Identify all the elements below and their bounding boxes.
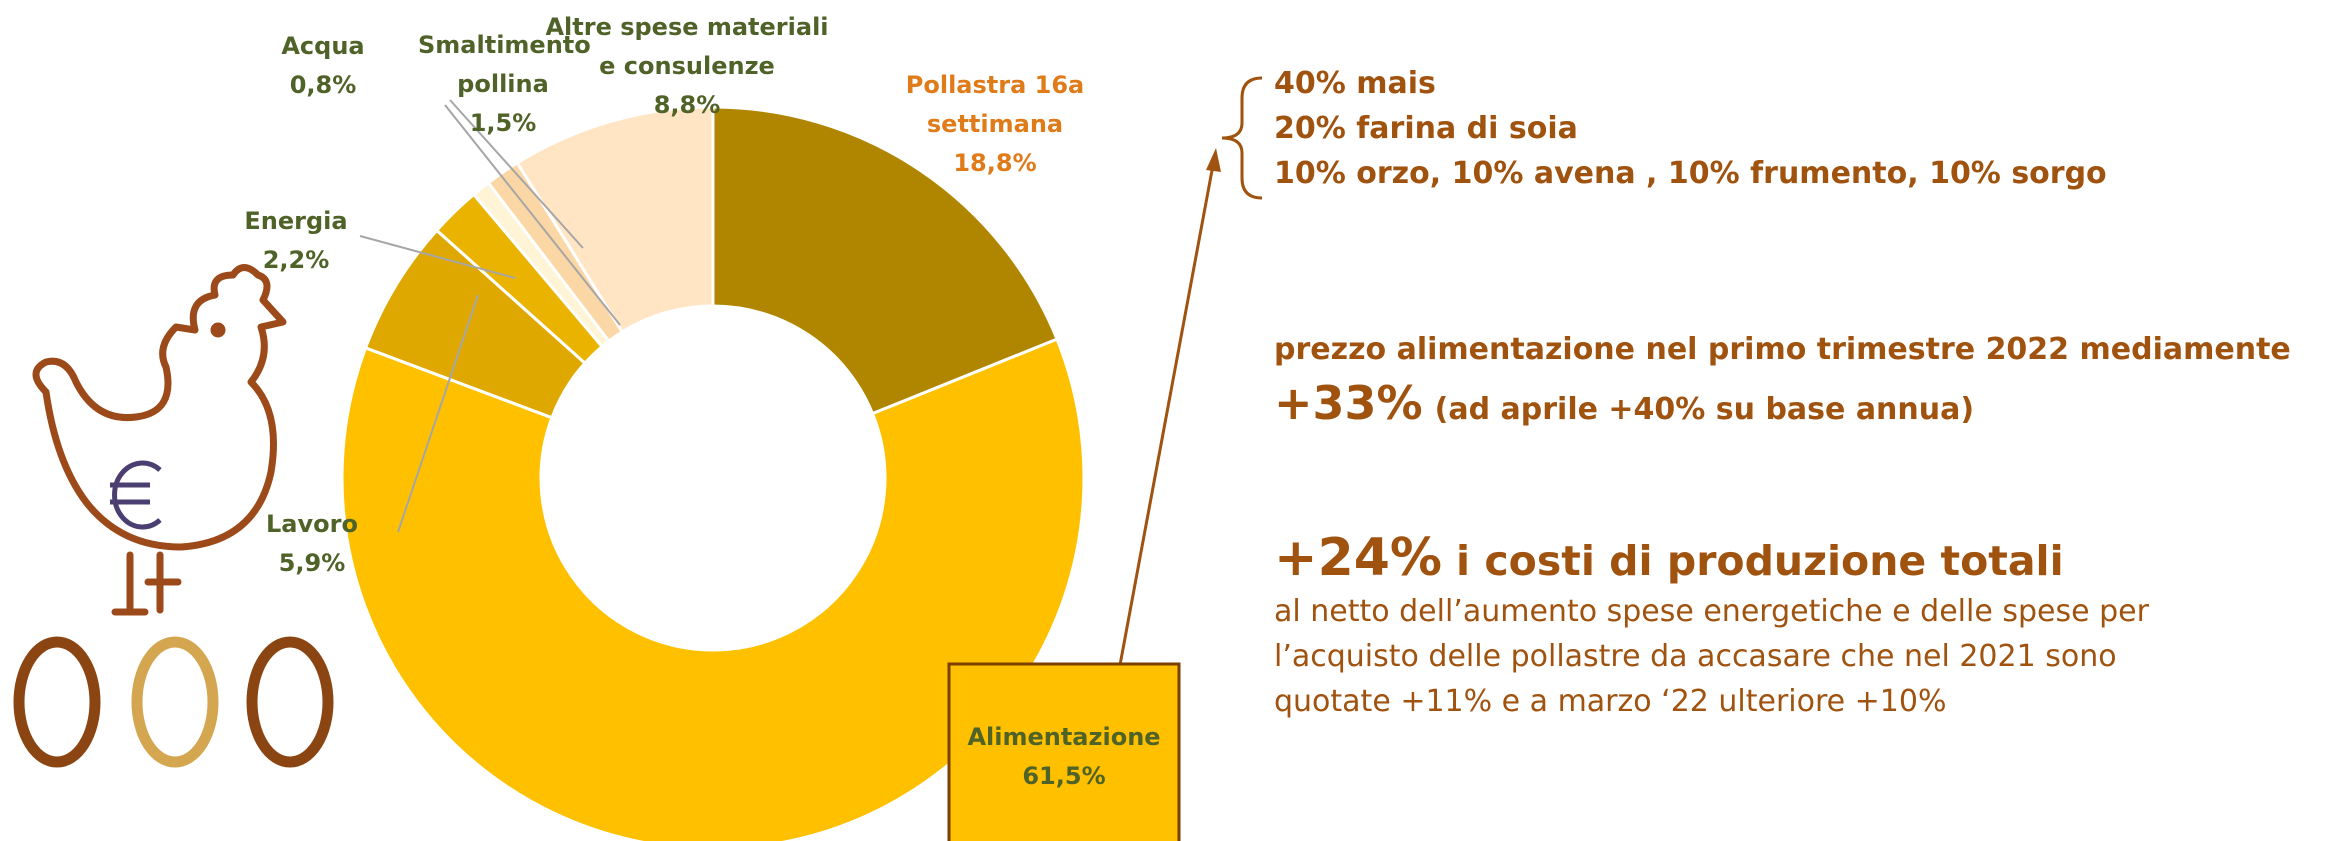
leader-lines — [359, 99, 621, 533]
price-note-line: +33% (ad aprile +40% su base annua) — [1274, 376, 1974, 430]
value-label: 18,8% — [953, 149, 1037, 177]
slices — [340, 105, 1086, 841]
value-label: 8,8% — [653, 91, 721, 119]
cost-highlight: +24% — [1274, 528, 1443, 588]
category-name: Smaltimento pollina — [418, 31, 591, 98]
price-highlight: +33% — [1274, 376, 1423, 430]
slice — [711, 105, 1059, 416]
slice-label: Lavoro 5,9% — [252, 505, 372, 583]
category-name: Lavoro — [266, 510, 358, 538]
value-label: 1,5% — [469, 109, 537, 137]
slice-label: Acqua 0,8% — [273, 27, 373, 105]
cost-body: l’acquisto delle pollastre da accasare c… — [1274, 639, 2117, 674]
feed-mix-line: 40% mais — [1274, 66, 1436, 101]
euro-icon — [110, 460, 162, 530]
feed-brace — [1221, 76, 1263, 200]
value-label: 61,5% — [1022, 762, 1106, 790]
value-label: 2,2% — [262, 246, 330, 274]
price-rest: (ad aprile +40% su base annua) — [1434, 392, 1975, 427]
category-name: Energia — [244, 207, 348, 235]
slice-label: Altre spese materiali e consulenze 8,8% — [537, 8, 837, 125]
chicken-icon — [32, 264, 287, 616]
arrow — [1118, 148, 1221, 666]
label-box — [947, 662, 1181, 841]
slice-label: Alimentazione 61,5% — [954, 718, 1174, 796]
cost-headline: +24% i costi di produzione totali — [1274, 528, 2064, 588]
category-name: Alimentazione — [967, 723, 1161, 751]
price-note: prezzo alimentazione nel primo trimestre… — [1274, 332, 2291, 367]
feed-mix-line: 20% farina di soia — [1274, 111, 1578, 146]
value-label: 5,9% — [278, 549, 346, 577]
slice-label: Energia 2,2% — [236, 202, 356, 280]
egg-icons — [13, 636, 334, 768]
slice-label: Smaltimento pollina 1,5% — [418, 26, 591, 143]
value-label: 0,8% — [289, 71, 357, 99]
feed-mix-line: 10% orzo, 10% avena , 10% frumento, 10% … — [1274, 156, 2107, 191]
cost-body: quotate +11% e a marzo ‘22 ulteriore +10… — [1274, 684, 1947, 719]
cost-title: i costi di produzione totali — [1456, 537, 2064, 585]
cost-body: al netto dell’aumento spese energetiche … — [1274, 594, 2149, 629]
slice-label: Pollastra 16a settimana 18,8% — [900, 66, 1090, 183]
category-name: Altre spese materiali e consulenze — [545, 13, 829, 80]
slice — [515, 105, 715, 334]
category-name: Pollastra 16a settimana — [905, 71, 1085, 138]
category-name: Acqua — [281, 32, 365, 60]
